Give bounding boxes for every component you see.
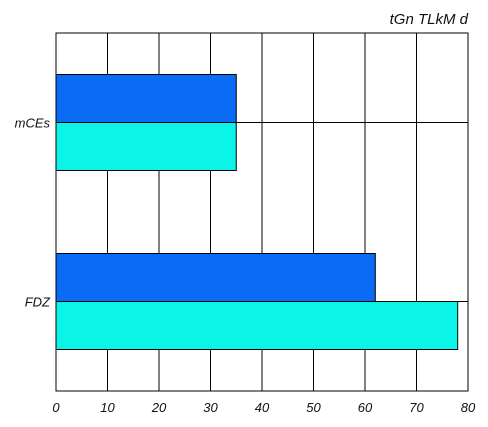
chart-title: tGn TLkM d [390,11,469,28]
bar-FDZ-series-2 [55,301,459,350]
bar-mCEs-series-2 [55,122,237,171]
x-tick-label-50: 50 [306,400,321,415]
category-labels: mCEs FDZ [15,116,51,310]
x-tick-label-0: 0 [52,400,60,415]
x-tick-label-60: 60 [358,400,373,415]
x-tick-label-70: 70 [409,400,424,415]
bar-FDZ-series-1 [55,253,376,302]
category-label-mCEs: mCEs [15,116,51,131]
x-tick-label-40: 40 [255,400,270,415]
x-axis-tick-labels: 0 10 20 30 40 50 60 70 80 [52,400,476,415]
bars [55,74,459,350]
x-tick-label-80: 80 [461,400,476,415]
category-label-FDZ: FDZ [25,295,51,310]
x-tick-label-10: 10 [100,400,115,415]
x-tick-label-20: 20 [151,400,167,415]
x-tick-label-30: 30 [203,400,218,415]
bar-mCEs-series-1 [55,74,237,123]
plot-frame [55,32,469,392]
